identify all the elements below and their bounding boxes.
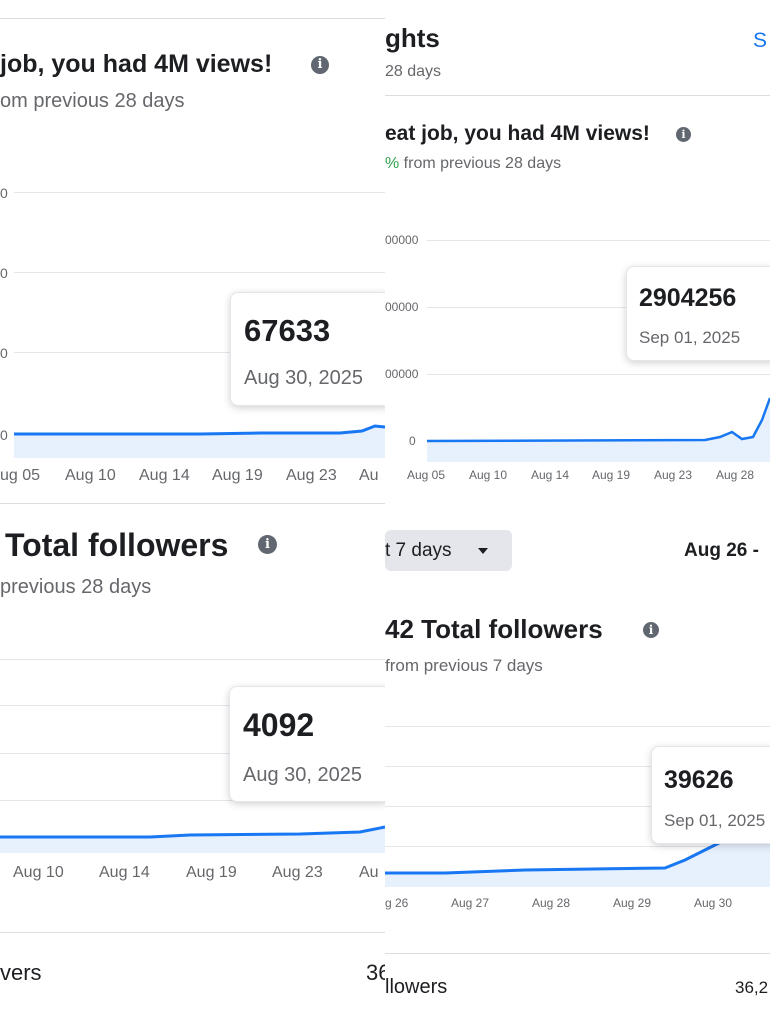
views-card-title: job, you had 4M views! bbox=[0, 50, 273, 78]
followers-line-chart bbox=[0, 825, 385, 853]
followers-card-subtitle: previous 28 days bbox=[0, 576, 152, 598]
views-tooltip: 67633 Aug 30, 2025 bbox=[230, 292, 385, 406]
x-axis-label: Aug 23 bbox=[286, 467, 337, 484]
followers-card-title: Total followers bbox=[5, 527, 229, 563]
views-tooltip: 2904256 Sep 01, 2025 bbox=[626, 266, 770, 361]
bottom-row-value: 36 bbox=[366, 960, 385, 985]
views-line bbox=[14, 424, 385, 436]
x-axis-label: Aug 29 bbox=[613, 896, 652, 910]
followers-card-title: 42 Total followers bbox=[385, 614, 603, 644]
bottom-row-value: 36,2 bbox=[735, 978, 769, 997]
x-axis-label: Aug 10 bbox=[13, 864, 64, 881]
x-axis-label: Au bbox=[359, 467, 379, 484]
section-divider bbox=[0, 503, 385, 504]
dropdown-label: t 7 days bbox=[385, 540, 452, 561]
date-range-dropdown[interactable]: t 7 days bbox=[385, 530, 512, 571]
tooltip-date: Sep 01, 2025 bbox=[664, 811, 766, 830]
gridline bbox=[385, 846, 770, 847]
tooltip-value: 2904256 bbox=[639, 284, 737, 312]
gridline bbox=[385, 726, 770, 727]
left-screenshot-panel: job, you had 4M views! i om previous 28 … bbox=[0, 18, 385, 985]
section-divider bbox=[385, 953, 770, 954]
y-axis-label: 0 bbox=[0, 345, 8, 361]
x-axis-label: Aug 14 bbox=[139, 467, 190, 484]
gridline bbox=[14, 352, 385, 353]
gridline bbox=[427, 240, 770, 241]
followers-line bbox=[0, 825, 385, 839]
tooltip-date: Sep 01, 2025 bbox=[639, 328, 741, 347]
x-axis-label: Aug 23 bbox=[272, 864, 323, 881]
gridline bbox=[427, 374, 770, 375]
x-axis-label: Aug 28 bbox=[532, 896, 571, 910]
gridline bbox=[14, 192, 385, 193]
x-axis-label: Aug 28 bbox=[716, 468, 755, 482]
info-icon[interactable]: i bbox=[258, 535, 277, 554]
tooltip-value: 4092 bbox=[243, 707, 315, 743]
y-axis-label: 0 bbox=[0, 427, 8, 443]
bottom-row-label[interactable]: llowers bbox=[385, 976, 448, 998]
views-card-subtitle: om previous 28 days bbox=[0, 90, 185, 112]
x-axis-label: Aug 10 bbox=[469, 468, 508, 482]
views-card-title: eat job, you had 4M views! bbox=[385, 122, 650, 145]
views-line-chart bbox=[14, 424, 385, 458]
right-screenshot-panel: ghts 28 days S eat job, you had 4M views… bbox=[385, 0, 770, 1028]
date-range-text: Aug 26 - bbox=[684, 540, 759, 561]
caret-down-icon bbox=[478, 548, 488, 554]
x-axis-label: Aug 10 bbox=[65, 467, 116, 484]
info-icon[interactable]: i bbox=[643, 622, 659, 638]
see-all-link[interactable]: S bbox=[753, 29, 768, 52]
followers-area-fill bbox=[0, 827, 385, 853]
views-line-chart bbox=[426, 397, 770, 462]
section-divider bbox=[385, 95, 770, 96]
x-axis-label: Aug 14 bbox=[99, 864, 150, 881]
gridline bbox=[0, 753, 385, 754]
gridline bbox=[0, 659, 385, 660]
insights-header-subtitle: 28 days bbox=[385, 63, 442, 80]
y-axis-label: 00000 bbox=[385, 300, 419, 314]
gridline bbox=[385, 766, 770, 767]
tooltip-value: 67633 bbox=[244, 313, 331, 348]
y-axis-label: 0 bbox=[0, 185, 8, 201]
y-axis-label: 00000 bbox=[385, 367, 419, 381]
info-icon[interactable]: i bbox=[311, 56, 329, 74]
gridline bbox=[385, 806, 770, 807]
insights-header-title: ghts bbox=[385, 23, 440, 53]
tooltip-date: Aug 30, 2025 bbox=[243, 764, 362, 786]
gridline bbox=[0, 800, 385, 801]
x-axis-label: Aug 30 bbox=[694, 896, 733, 910]
x-axis-label: ug 05 bbox=[0, 467, 41, 484]
growth-percent: % bbox=[385, 155, 400, 172]
x-axis-label: Aug 19 bbox=[212, 467, 263, 484]
x-axis-label: Aug 19 bbox=[592, 468, 631, 482]
views-area-fill bbox=[427, 398, 770, 462]
subtitle-text: from previous 28 days bbox=[399, 155, 562, 172]
x-axis-label: g 26 bbox=[385, 896, 409, 910]
followers-card-subtitle: from previous 7 days bbox=[385, 656, 543, 675]
y-axis-label: 0 bbox=[409, 434, 416, 448]
x-axis-label: Aug 14 bbox=[531, 468, 570, 482]
gridline bbox=[0, 705, 385, 706]
followers-area-fill bbox=[385, 818, 770, 887]
info-icon[interactable]: i bbox=[676, 127, 691, 142]
y-axis-label: 0 bbox=[0, 265, 8, 281]
x-axis-label: Aug 05 bbox=[407, 468, 446, 482]
x-axis-label: Au bbox=[359, 864, 379, 881]
x-axis-label: Aug 27 bbox=[451, 896, 490, 910]
followers-tooltip: 39626 Sep 01, 2025 bbox=[651, 746, 770, 844]
followers-tooltip: 4092 Aug 30, 2025 bbox=[229, 686, 385, 802]
section-divider bbox=[0, 932, 385, 933]
views-line bbox=[426, 397, 770, 443]
tooltip-value: 39626 bbox=[664, 766, 734, 794]
views-card-subtitle: % from previous 28 days bbox=[385, 155, 561, 173]
top-divider bbox=[0, 18, 385, 19]
x-axis-label: Aug 23 bbox=[654, 468, 693, 482]
tooltip-date: Aug 30, 2025 bbox=[244, 367, 363, 389]
x-axis-label: Aug 19 bbox=[186, 864, 237, 881]
gridline bbox=[427, 307, 770, 308]
gridline bbox=[14, 272, 385, 273]
y-axis-label: 00000 bbox=[385, 233, 419, 247]
bottom-row-label[interactable]: vers bbox=[0, 960, 42, 985]
